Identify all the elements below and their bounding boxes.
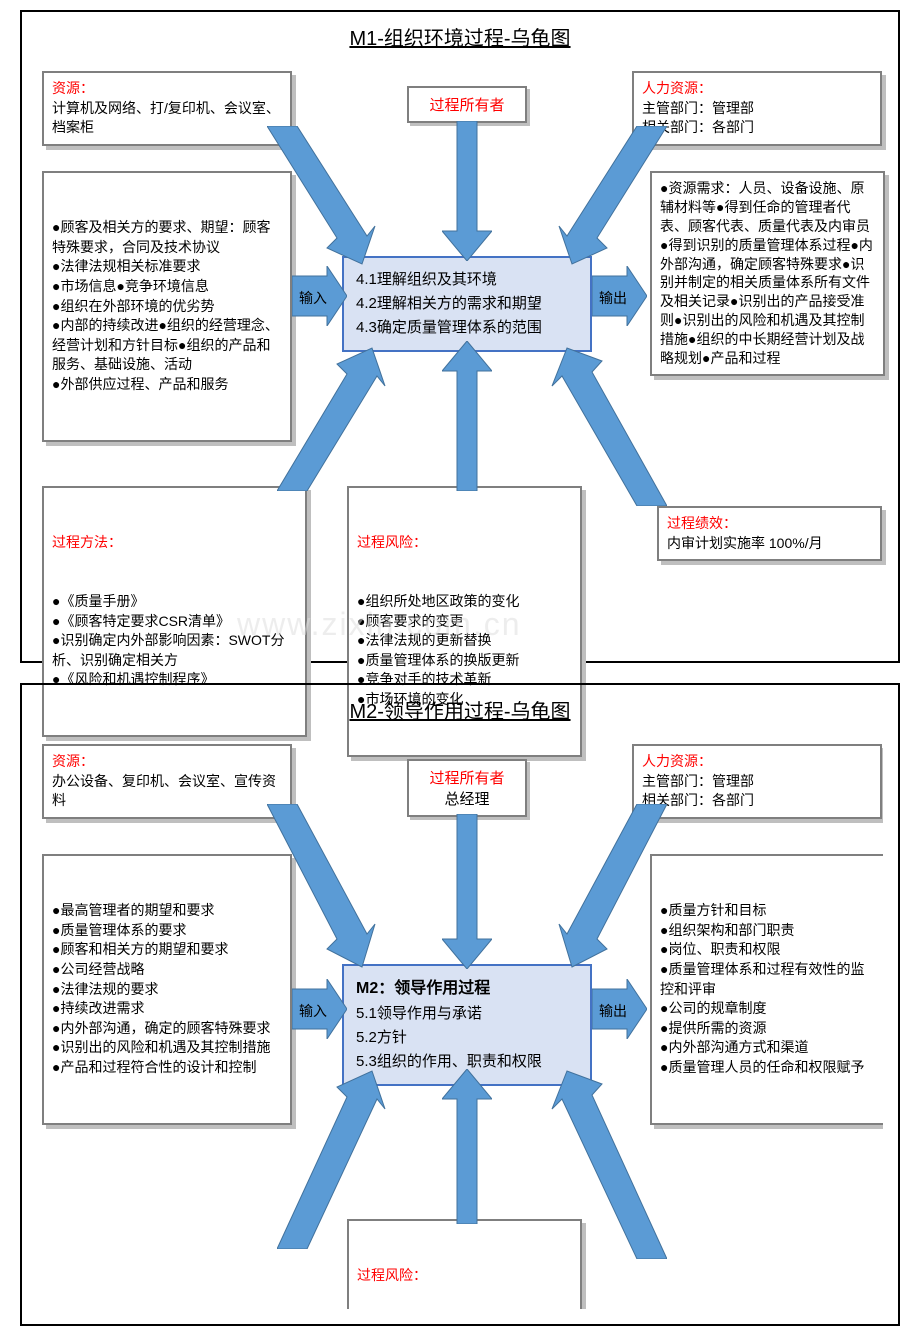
arrow-tl	[267, 804, 377, 969]
box-header: 过程风险：	[357, 1266, 572, 1286]
arrow-br	[547, 1069, 667, 1259]
output-label: 输出	[599, 1001, 627, 1021]
diagram-m1: M1-组织环境过程-乌龟图 资源： 计算机及网络、打/复印机、会议室、档案柜 过…	[20, 10, 900, 663]
arrow-bl	[277, 1069, 387, 1249]
arrow-tr	[557, 126, 667, 266]
diagram-m2: M2-领导作用过程-乌龟图 资源： 办公设备、复印机、会议室、宣传资料 过程所有…	[20, 683, 900, 1326]
arrow-tc	[442, 121, 492, 261]
arrow-bc	[442, 341, 492, 491]
center-title: M2：领导作用过程	[356, 976, 578, 1002]
box-body: ●质量方针和目标 ●组织架构和部门职责 ●岗位、职责和权限 ●质量管理体系和过程…	[660, 901, 875, 1077]
box-body: ●《质量手册》 ●《顾客特定要求CSR清单》 ●识别确定内外部影响因素：SWOT…	[52, 592, 297, 690]
box-header: 过程绩效：	[667, 514, 872, 534]
box-body: 主管部门：管理部 相关部门：各部门	[642, 99, 872, 138]
box-header: 过程所有者	[419, 767, 515, 788]
center-line: 4.1理解组织及其环境	[356, 268, 578, 292]
output-box: ●质量方针和目标 ●组织架构和部门职责 ●岗位、职责和权限 ●质量管理体系和过程…	[650, 854, 883, 1125]
arrow-tr	[557, 804, 667, 969]
center-line: 4.2理解相关方的需求和期望	[356, 292, 578, 316]
center-line: 5.1领导作用与承诺	[356, 1002, 578, 1026]
box-header: 人力资源：	[642, 79, 872, 99]
arrow-bc	[442, 1069, 492, 1224]
owner-box: 过程所有者	[407, 86, 527, 123]
output-label: 输出	[599, 288, 627, 308]
box-header: 资源：	[52, 752, 282, 772]
box-body: 主管部门：管理部 相关部门：各部门	[642, 772, 872, 811]
box-header: 资源：	[52, 79, 282, 99]
diagram-body: 资源： 计算机及网络、打/复印机、会议室、档案柜 过程所有者 人力资源： 主管部…	[37, 66, 883, 646]
output-box: ●资源需求：人员、设备设施、原辅材料等●得到任命的管理者代表、顾客代表、质量代表…	[650, 171, 885, 376]
arrow-br	[547, 346, 667, 506]
box-header: 过程所有者	[419, 94, 515, 115]
arrow-bl	[277, 346, 387, 491]
center-line: 4.3确定质量管理体系的范围	[356, 316, 578, 340]
center-line: 5.2方针	[356, 1026, 578, 1050]
box-body: ●最高管理者的期望和要求 ●质量管理体系的要求 ●顾客和相关方的期望和要求 ●公…	[52, 901, 282, 1077]
center-box: M2：领导作用过程 5.1领导作用与承诺 5.2方针 5.3组织的作用、职责和权…	[342, 964, 592, 1086]
diagram-title: M2-领导作用过程-乌龟图	[37, 695, 883, 724]
owner-box: 过程所有者 总经理	[407, 759, 527, 817]
resources-box: 资源： 计算机及网络、打/复印机、会议室、档案柜	[42, 71, 292, 146]
input-label: 输入	[299, 1001, 327, 1021]
box-body: 办公设备、复印机、会议室、宣传资料	[52, 772, 282, 811]
box-header: 过程方法：	[52, 533, 297, 553]
hr-box: 人力资源： 主管部门：管理部 相关部门：各部门	[632, 71, 882, 146]
box-header: 人力资源：	[642, 752, 872, 772]
hr-box: 人力资源： 主管部门：管理部 相关部门：各部门	[632, 744, 882, 819]
performance-box: 过程绩效： 内审计划实施率 100%/月	[657, 506, 882, 561]
diagram-title: M1-组织环境过程-乌龟图	[37, 22, 883, 51]
diagram-body: 资源： 办公设备、复印机、会议室、宣传资料 过程所有者 总经理 人力资源： 主管…	[37, 739, 883, 1309]
arrow-tc	[442, 814, 492, 969]
box-body: 计算机及网络、打/复印机、会议室、档案柜	[52, 99, 282, 138]
center-box: 4.1理解组织及其环境 4.2理解相关方的需求和期望 4.3确定质量管理体系的范…	[342, 256, 592, 352]
box-body: 总经理	[419, 788, 515, 809]
box-body: 内审计划实施率 100%/月	[667, 534, 872, 554]
box-body: ●顾客及相关方的要求、期望：顾客特殊要求，合同及技术协议 ●法律法规相关标准要求…	[52, 218, 282, 394]
box-header: 过程风险：	[357, 533, 572, 553]
resources-box: 资源： 办公设备、复印机、会议室、宣传资料	[42, 744, 292, 819]
input-box: ●最高管理者的期望和要求 ●质量管理体系的要求 ●顾客和相关方的期望和要求 ●公…	[42, 854, 292, 1125]
input-label: 输入	[299, 288, 327, 308]
box-body: ●资源需求：人员、设备设施、原辅材料等●得到任命的管理者代表、顾客代表、质量代表…	[660, 179, 875, 368]
input-box: ●顾客及相关方的要求、期望：顾客特殊要求，合同及技术协议 ●法律法规相关标准要求…	[42, 171, 292, 442]
arrow-tl	[267, 126, 377, 266]
